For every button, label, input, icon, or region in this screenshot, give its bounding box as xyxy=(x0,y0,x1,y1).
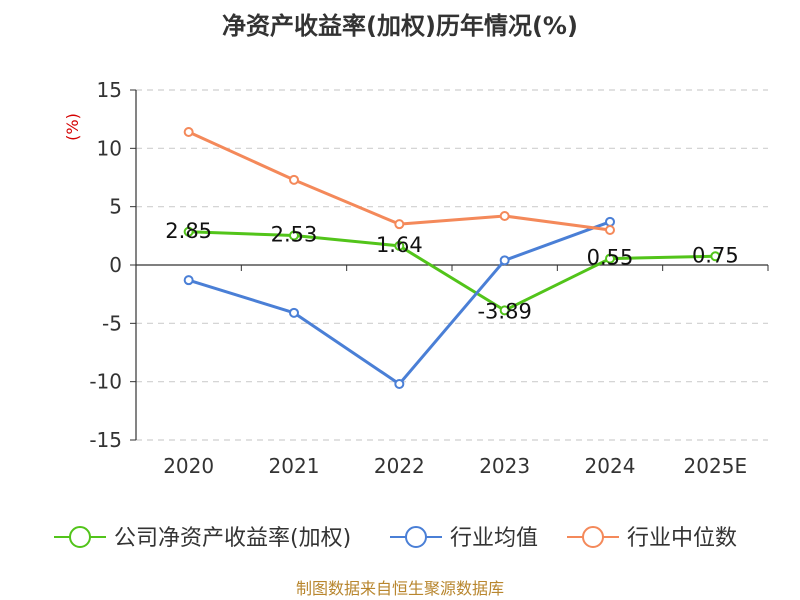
series-line-0 xyxy=(188,230,716,312)
data-point xyxy=(499,255,510,266)
legend-swatch-marker xyxy=(69,526,91,548)
data-point xyxy=(394,379,405,389)
x-tick-label: 2024 xyxy=(585,454,636,478)
series-line-2 xyxy=(188,130,611,232)
legend-label: 行业均值 xyxy=(450,526,538,551)
series-lines xyxy=(183,127,721,389)
y-tick-label: 5 xyxy=(109,195,122,219)
x-tick-label: 2022 xyxy=(374,454,425,478)
data-label: 2.53 xyxy=(271,222,318,246)
data-point xyxy=(499,211,510,221)
chart-title: 净资产收益率(加权)历年情况(%) xyxy=(222,12,578,40)
data-point xyxy=(499,305,510,316)
data-label: 0.55 xyxy=(587,246,634,270)
data-point xyxy=(394,240,405,251)
y-tick-label: 0 xyxy=(109,253,122,277)
axes: 15 10 5 0 -5 -10 -15 2020 2021 2022 2023 2024 2025E xyxy=(89,78,769,478)
data-point xyxy=(605,216,615,227)
data-point xyxy=(183,226,194,237)
y-tick-label: -15 xyxy=(89,428,122,452)
data-label: -3.89 xyxy=(477,299,531,323)
legend-label: 公司净资产收益率(加权) xyxy=(114,526,351,551)
data-label: 2.85 xyxy=(165,219,212,243)
data-point xyxy=(394,219,405,230)
legend-swatch-marker xyxy=(405,526,427,548)
data-point xyxy=(710,251,721,262)
data-point xyxy=(605,225,615,235)
data-label: 0.75 xyxy=(692,243,739,267)
data-point xyxy=(183,127,194,137)
y-tick-label: 10 xyxy=(97,136,122,160)
data-label: 1.64 xyxy=(376,233,423,257)
data-point xyxy=(183,275,194,286)
data-point xyxy=(289,230,299,241)
data-point xyxy=(605,253,615,264)
x-tick-label: 2020 xyxy=(163,454,214,478)
x-tick-label: 2023 xyxy=(479,454,530,478)
y-tick-label: 15 xyxy=(97,78,122,102)
legend-label: 行业中位数 xyxy=(627,526,737,551)
legend-swatch-marker xyxy=(582,526,604,548)
legend: 公司净资产收益率(加权) 行业均值 行业中位数 xyxy=(54,526,737,551)
data-labels: 2.85 2.53 1.64 -3.89 0.55 0.75 xyxy=(165,219,738,324)
y-axis-unit-label: (%) xyxy=(63,113,82,141)
data-point xyxy=(289,174,299,185)
data-point xyxy=(289,307,299,318)
x-tick-label: 2025E xyxy=(684,454,748,478)
y-tick-label: -5 xyxy=(102,311,122,335)
y-tick-label: -10 xyxy=(89,370,122,394)
x-tick-label: 2021 xyxy=(269,454,320,478)
source-note: 制图数据来自恒生聚源数据库 xyxy=(296,579,504,598)
